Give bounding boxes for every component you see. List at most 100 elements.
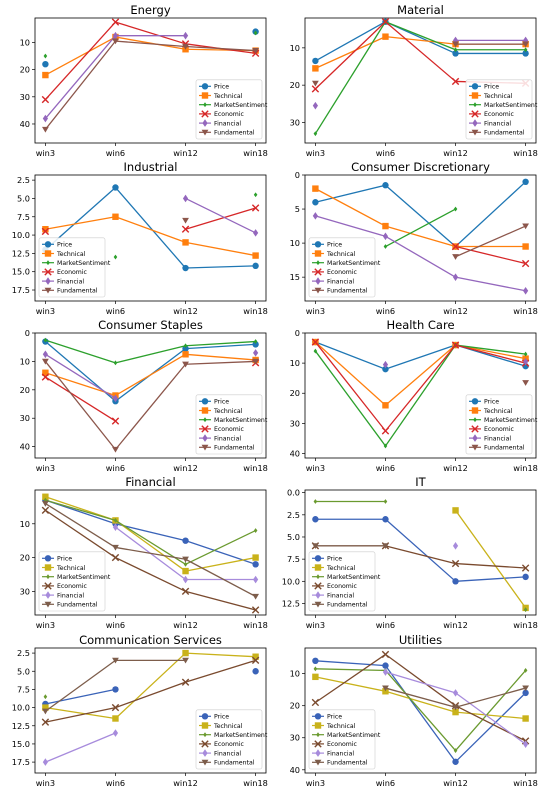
series-line bbox=[185, 360, 256, 365]
legend-marker bbox=[45, 277, 51, 285]
data-point bbox=[42, 758, 48, 766]
x-tick-label: win6 bbox=[106, 463, 125, 473]
data-point bbox=[381, 18, 390, 26]
legend-label: Financial bbox=[57, 592, 84, 599]
legend-label: Financial bbox=[484, 435, 511, 442]
data-point bbox=[382, 33, 389, 40]
legend-marker bbox=[471, 110, 479, 118]
series-line bbox=[115, 353, 186, 397]
legend-label: MarketSentiment bbox=[214, 102, 268, 109]
legend-marker bbox=[471, 425, 479, 433]
plot-frame bbox=[34, 647, 267, 774]
y-tick-label: 10.0 bbox=[282, 576, 300, 586]
series-fundamental bbox=[311, 543, 389, 550]
series-line bbox=[384, 670, 457, 751]
series-line bbox=[315, 21, 386, 62]
data-point bbox=[182, 537, 189, 544]
legend-marker bbox=[314, 241, 322, 248]
series-technical bbox=[42, 33, 259, 79]
chart-energy: Energy win3 win6 win12 win18 10 20 30 40 Price Tec… bbox=[20, 3, 268, 158]
data-point bbox=[253, 575, 259, 584]
series-technical bbox=[42, 213, 259, 259]
series-line bbox=[185, 529, 256, 565]
data-point bbox=[112, 31, 119, 40]
series-line bbox=[115, 556, 186, 592]
data-point bbox=[43, 497, 48, 503]
x-tick-label: win12 bbox=[173, 778, 198, 788]
legend-label: Economic bbox=[57, 269, 88, 276]
series-financial bbox=[42, 349, 259, 403]
data-point bbox=[182, 361, 189, 368]
legend-label: Financial bbox=[327, 750, 354, 757]
x-tick-label: win18 bbox=[513, 148, 538, 158]
legend-marker bbox=[201, 407, 209, 414]
series-line bbox=[185, 340, 256, 347]
legend-marker bbox=[314, 713, 322, 720]
legend-label: Technical bbox=[326, 723, 356, 730]
series-economic bbox=[41, 506, 260, 614]
legend-label: Financial bbox=[484, 120, 511, 127]
series-fundamental bbox=[382, 685, 530, 711]
legend-label: MarketSentiment bbox=[214, 732, 268, 739]
y-tick-label: 30 bbox=[290, 418, 300, 428]
y-tick-label: 17.5 bbox=[12, 757, 30, 767]
legend-marker bbox=[471, 407, 479, 414]
legend-label: Technical bbox=[213, 408, 243, 415]
legend-box bbox=[465, 79, 533, 140]
series-marketsentiment bbox=[43, 30, 258, 59]
data-point bbox=[312, 516, 319, 523]
legend-box bbox=[195, 394, 263, 455]
data-point bbox=[382, 685, 389, 692]
series-line bbox=[455, 245, 526, 265]
data-point bbox=[312, 199, 319, 206]
plot-frame bbox=[304, 489, 537, 616]
legend-label: Economic bbox=[214, 426, 245, 433]
legend-marker bbox=[44, 601, 52, 608]
x-tick-label: win12 bbox=[173, 463, 198, 473]
series-line bbox=[384, 344, 457, 432]
legend-box bbox=[465, 394, 533, 455]
data-point bbox=[181, 225, 190, 233]
series-line bbox=[385, 36, 456, 45]
series-line bbox=[185, 207, 256, 230]
y-tick-label: 12.5 bbox=[12, 248, 30, 258]
data-point bbox=[182, 657, 189, 664]
legend-box bbox=[38, 551, 106, 612]
y-tick-label: 10 bbox=[290, 358, 300, 368]
series-line bbox=[315, 188, 386, 227]
x-tick-label: win3 bbox=[36, 306, 55, 316]
chart-title: Communication Services bbox=[79, 633, 222, 647]
data-point bbox=[43, 337, 48, 343]
series-financial bbox=[42, 31, 189, 123]
x-tick-label: win6 bbox=[376, 620, 395, 630]
series-line bbox=[455, 344, 526, 355]
x-tick-label: win6 bbox=[376, 463, 395, 473]
y-tick-label: 0 bbox=[25, 328, 30, 338]
series-economic bbox=[41, 656, 260, 726]
x-tick-label: win3 bbox=[306, 778, 325, 788]
data-point bbox=[251, 656, 260, 665]
data-point bbox=[383, 499, 388, 504]
data-point bbox=[112, 213, 119, 220]
legend-marker bbox=[44, 250, 52, 257]
series-line bbox=[185, 45, 256, 52]
legend-label: MarketSentiment bbox=[327, 732, 381, 739]
series-economic bbox=[311, 338, 530, 435]
data-point bbox=[452, 542, 459, 550]
x-tick-label: win3 bbox=[306, 463, 325, 473]
data-point bbox=[523, 47, 528, 53]
data-point bbox=[522, 380, 530, 386]
x-tick-label: win18 bbox=[243, 620, 268, 630]
legend-marker bbox=[315, 277, 321, 285]
data-point bbox=[183, 343, 188, 349]
series-financial bbox=[382, 668, 529, 748]
series-line bbox=[455, 344, 526, 364]
legend-label: Price bbox=[327, 714, 342, 721]
legend: Price Technical MarketSentiment Economic Fin… bbox=[308, 237, 381, 298]
series-price bbox=[312, 657, 529, 765]
chart-title: Industrial bbox=[124, 160, 178, 174]
data-point bbox=[112, 446, 119, 453]
chart-financial: Financial win3 win6 win12 win18 10 20 30 Price Te… bbox=[20, 475, 268, 630]
x-tick-label: win6 bbox=[106, 306, 125, 316]
legend-label: Fundamental bbox=[327, 760, 368, 767]
